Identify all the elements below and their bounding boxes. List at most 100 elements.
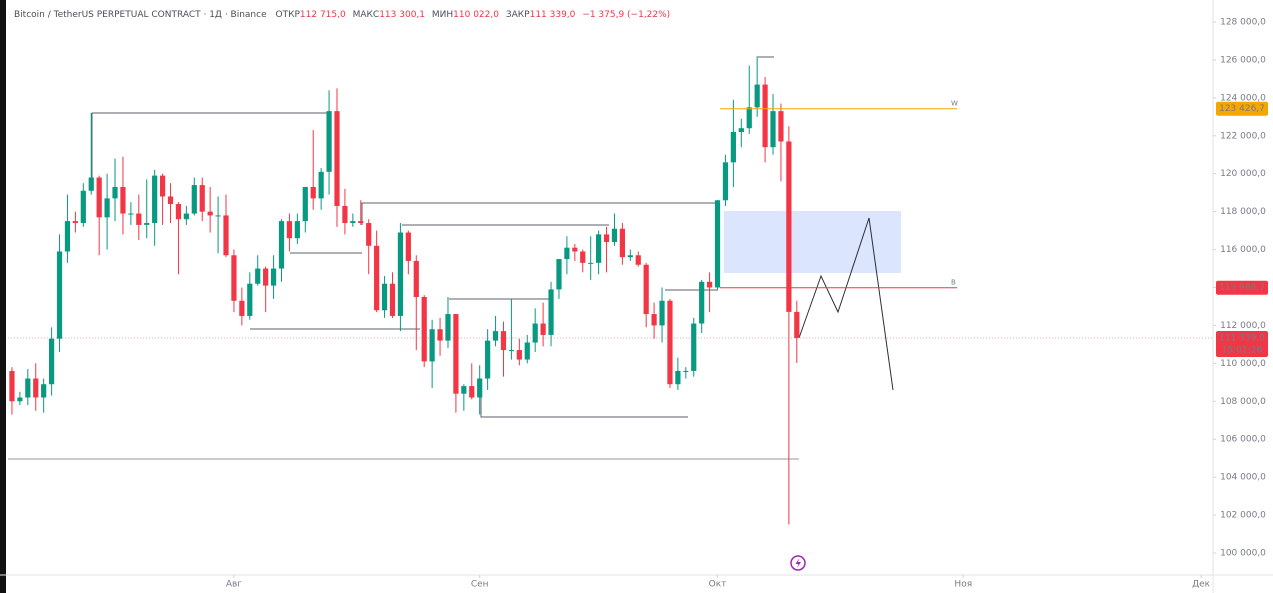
candle-body	[159, 175, 166, 197]
candle-body	[651, 314, 657, 326]
ohlc-value: 111 339,0	[530, 10, 576, 20]
candle-body	[714, 200, 721, 288]
candle-body	[175, 204, 182, 220]
candle-body	[429, 329, 435, 362]
candle-body	[699, 281, 705, 324]
symbol-title: Bitcoin / TetherUS PERPETUAL CONTRACT · …	[14, 10, 267, 20]
y-tick-label: 108 000,0	[1220, 397, 1266, 407]
candle-body	[120, 186, 126, 214]
candle-body	[746, 107, 752, 129]
candle-body	[342, 205, 348, 224]
drawings	[8, 56, 799, 460]
candle-body	[675, 370, 681, 385]
candle-body	[397, 232, 404, 316]
change: −1 375,9 (−1,22%)	[582, 10, 670, 20]
candle-body	[358, 221, 364, 224]
y-tick-label: 128 000,0	[1220, 17, 1266, 27]
candle-body	[706, 281, 713, 288]
x-tick-label: Авг	[226, 580, 242, 590]
icon-bolt	[795, 558, 801, 568]
candle-body	[294, 221, 300, 239]
plot	[9, 56, 800, 525]
candle-body	[627, 255, 633, 258]
y-tick-label: 104 000,0	[1220, 473, 1266, 483]
x-tick-label: Сен	[471, 580, 489, 590]
candle-body	[453, 314, 459, 394]
y-tick-label: 118 000,0	[1220, 207, 1266, 217]
candle-body	[500, 331, 507, 351]
candle-body	[659, 300, 665, 326]
y-tick-label: 126 000,0	[1220, 55, 1266, 65]
candle-body	[381, 283, 388, 311]
candle-body	[722, 162, 729, 201]
candle-body	[247, 283, 253, 316]
level-tag: W	[951, 100, 958, 108]
x-tick-label: Ноя	[954, 580, 972, 590]
level-tag: B	[951, 279, 956, 287]
ohlc-label: МАКС	[353, 10, 380, 20]
candle-body	[794, 311, 800, 338]
candle-body	[215, 215, 221, 217]
candle-body	[588, 262, 594, 264]
candle-body	[643, 264, 649, 315]
candle-body	[64, 221, 71, 252]
candle-body	[691, 323, 697, 371]
candle-body	[88, 177, 94, 191]
x-tick-label: Окт	[709, 580, 727, 590]
candle-body	[72, 221, 78, 224]
last-price-box	[1216, 330, 1268, 357]
candle-body	[754, 84, 760, 108]
structure-line	[91, 112, 331, 182]
candle-body	[556, 259, 562, 290]
candle-body	[492, 331, 499, 341]
candle-body	[667, 300, 673, 385]
price-label-box	[1216, 280, 1268, 295]
y-tick-label: 102 000,0	[1220, 511, 1266, 521]
candle-body	[191, 185, 197, 214]
candle-body	[112, 186, 118, 199]
candle-body	[548, 289, 554, 335]
candle-body	[374, 245, 380, 311]
candle-body	[310, 186, 316, 199]
y-tick-label: 100 000,0	[1220, 549, 1266, 559]
y-tick-label: 106 000,0	[1220, 435, 1266, 445]
icon-ring	[790, 555, 806, 571]
candle-body	[231, 255, 237, 301]
candle-body	[770, 111, 776, 148]
candle-body	[128, 213, 134, 215]
candle-body	[56, 251, 63, 339]
zone	[724, 211, 901, 273]
candle-body	[318, 171, 324, 199]
replay-icon[interactable]	[790, 555, 806, 571]
candle-body	[445, 314, 451, 341]
ohlc-value: 110 022,0	[453, 10, 499, 20]
candle-body	[508, 350, 515, 352]
candle-body	[572, 247, 578, 252]
candle-body	[9, 370, 15, 402]
candle-body	[334, 111, 340, 206]
candle-body	[524, 342, 530, 360]
candle-body	[199, 185, 205, 212]
price-label-box	[1216, 101, 1268, 116]
candle-body	[485, 340, 491, 379]
candle-body	[167, 196, 174, 205]
candle-body	[762, 84, 768, 148]
ohlc-label: ЗАКР	[506, 10, 530, 20]
candle-body	[270, 268, 277, 286]
candle-body	[683, 370, 689, 372]
candle-body	[469, 386, 475, 398]
candle-body	[437, 329, 443, 341]
candle-body	[152, 175, 158, 224]
candle-body	[730, 131, 736, 163]
legend: Bitcoin / TetherUS PERPETUAL CONTRACT · …	[14, 10, 670, 20]
candle-body	[96, 177, 102, 218]
candle-body	[286, 221, 293, 239]
candle-body	[580, 251, 586, 263]
candle-body	[104, 198, 110, 218]
candle-body	[596, 234, 602, 263]
candle-body	[144, 223, 150, 225]
candle-body	[540, 323, 546, 335]
ohlc-value: 113 300,1	[379, 10, 425, 20]
